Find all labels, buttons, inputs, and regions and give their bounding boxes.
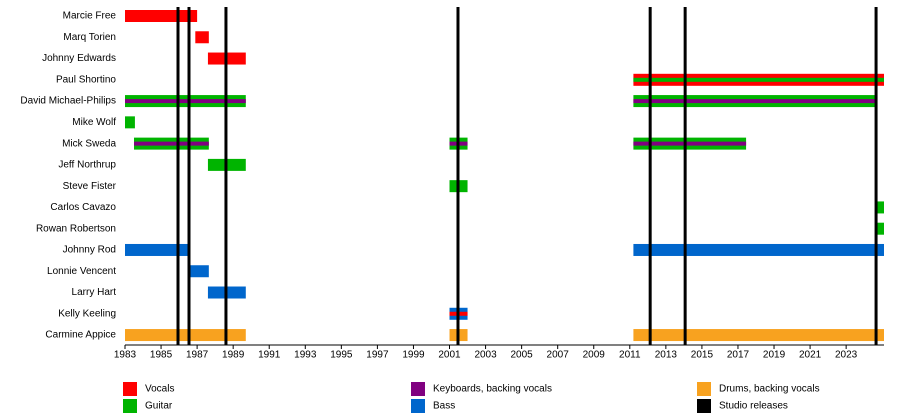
x-tick-label: 1997	[366, 350, 389, 361]
x-tick-label: 2005	[511, 350, 534, 361]
tenure-bar	[633, 329, 884, 342]
x-tick-label: 2011	[619, 350, 641, 361]
tenure-stripe	[633, 141, 747, 146]
legend-swatch	[123, 399, 137, 413]
x-tick-label: 1993	[294, 350, 317, 361]
x-tick-label: 1995	[330, 350, 353, 361]
tenure-stripe	[125, 99, 246, 104]
member-label: Larry Hart	[72, 287, 117, 298]
x-tick-label: 1985	[150, 350, 173, 361]
x-tick-label: 2019	[763, 350, 786, 361]
legend-swatch	[697, 399, 711, 413]
x-tick-label: 1991	[258, 350, 281, 361]
x-tick-label: 2001	[438, 350, 461, 361]
x-tick-label: 2003	[474, 350, 497, 361]
tenure-stripe	[633, 77, 884, 82]
member-label: David Michael-Philips	[20, 96, 116, 107]
member-label: Carlos Cavazo	[50, 202, 116, 213]
x-tick-label: 1987	[186, 350, 209, 361]
x-tick-label: 1989	[222, 350, 245, 361]
legend-swatch	[411, 382, 425, 396]
tenure-bar	[876, 222, 884, 235]
tenure-bar	[876, 201, 884, 214]
tenure-stripe	[134, 141, 209, 146]
legend-label: Guitar	[145, 401, 173, 412]
tenure-bar	[125, 116, 135, 129]
x-tick-label: 1983	[114, 350, 137, 361]
tenure-bar	[633, 243, 884, 256]
member-label: Rowan Robertson	[36, 223, 116, 234]
legend-label: Drums, backing vocals	[719, 384, 820, 395]
tenure-bar	[189, 265, 209, 278]
tenure-bar	[125, 329, 246, 342]
member-label: Jeff Northrup	[58, 160, 116, 171]
member-label: Marq Torien	[63, 32, 116, 43]
legend-swatch	[123, 382, 137, 396]
member-label: Marcie Free	[63, 11, 117, 22]
member-label: Johnny Rod	[63, 245, 116, 256]
member-label: Steve Fister	[63, 181, 117, 192]
x-tick-label: 2007	[547, 350, 570, 361]
tenure-bar	[125, 10, 198, 22]
tenure-bar	[195, 31, 209, 44]
x-tick-label: 2015	[691, 350, 714, 361]
tenure-bar	[125, 243, 190, 256]
member-label: Mike Wolf	[72, 117, 116, 128]
legend-label: Keyboards, backing vocals	[433, 384, 552, 395]
member-label: Mick Sweda	[62, 138, 116, 149]
legend-swatch	[697, 382, 711, 396]
member-label: Lonnie Vencent	[47, 266, 116, 277]
tenure-stripe	[633, 99, 877, 104]
x-tick-label: 2013	[655, 350, 678, 361]
legend-label: Vocals	[145, 384, 174, 395]
x-tick-label: 2021	[799, 350, 822, 361]
member-label: Johnny Edwards	[42, 53, 116, 64]
x-tick-label: 1999	[402, 350, 425, 361]
member-label: Kelly Keeling	[58, 308, 116, 319]
legend-label: Studio releases	[719, 401, 788, 412]
legend-label: Bass	[433, 401, 455, 412]
x-tick-label: 2023	[835, 350, 858, 361]
x-tick-label: 2017	[727, 350, 750, 361]
x-tick-label: 2009	[583, 350, 606, 361]
member-label: Carmine Appice	[45, 330, 116, 341]
legend-swatch	[411, 399, 425, 413]
member-label: Paul Shortino	[56, 74, 116, 85]
